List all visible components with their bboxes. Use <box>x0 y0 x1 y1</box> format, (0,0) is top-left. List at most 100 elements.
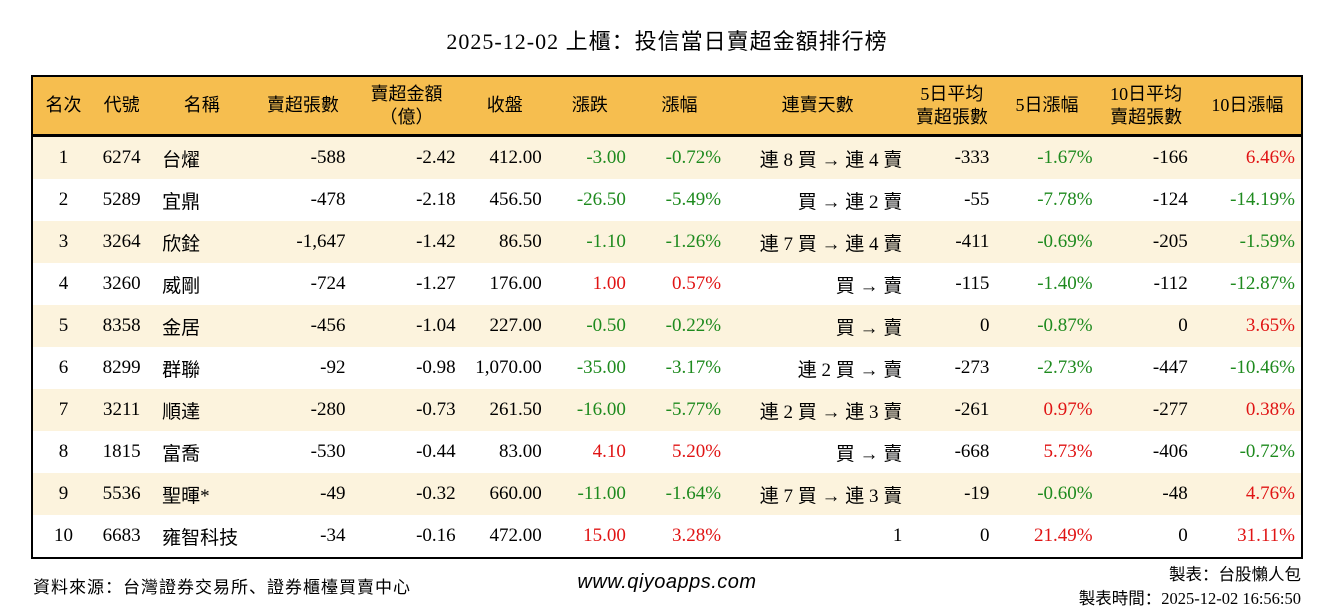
cell-change: -16.00 <box>576 399 626 420</box>
cell-rank: 3 <box>58 231 69 252</box>
footer: 資料來源：台灣證券交易所、證券櫃檯買賣中心 www.qiyoapps.com 製… <box>31 563 1303 615</box>
cell-name: 威剛 <box>162 275 201 297</box>
cell-change_pct: 5.20% <box>671 441 722 462</box>
cell-streak: 1 <box>892 525 903 546</box>
table-row: 6 8299 群聯 -92 -0.98 1,070.00 -35.00 -3.17% 連 2 買… <box>32 347 1302 389</box>
cell-streak: 買 → 賣 <box>835 275 903 297</box>
cell-change_pct: -1.64% <box>665 483 722 504</box>
cell-code: 6274 <box>102 147 141 168</box>
cell-close: 261.50 <box>489 399 542 420</box>
cell-change_pct: -0.72% <box>665 147 722 168</box>
cell-avg5_volume: -273 <box>954 357 990 378</box>
cell-name: 欣銓 <box>162 233 201 255</box>
cell-name: 雍智科技 <box>162 527 239 549</box>
cell-change: 1.00 <box>592 273 626 294</box>
cell-avg5_volume: -19 <box>964 483 990 504</box>
cell-change_pct: -3.17% <box>665 357 722 378</box>
cell-code: 3264 <box>102 231 141 252</box>
cell-avg10_volume: -124 <box>1152 189 1188 210</box>
cell-pct5: 0.97% <box>1043 399 1093 420</box>
cell-close: 1,070.00 <box>475 357 542 378</box>
cell-sell_volume: -530 <box>310 441 346 462</box>
cell-change_pct: -5.49% <box>665 189 722 210</box>
cell-sell_amount: -1.04 <box>416 315 456 336</box>
report-maker: 製表：台股懶人包 <box>1169 565 1301 584</box>
table-body: 1 6274 台燿 -588 -2.42 412.00 -3.00 -0.72% 連 8 買 →… <box>32 135 1302 558</box>
cell-close: 660.00 <box>489 483 542 504</box>
cell-pct10: -1.59% <box>1239 231 1295 252</box>
cell-sell_amount: -0.73 <box>416 399 456 420</box>
table-row: 8 1815 富喬 -530 -0.44 83.00 4.10 5.20% 買 → 賣 -668 5… <box>32 431 1302 473</box>
cell-close: 472.00 <box>489 525 542 546</box>
cell-sell_amount: -0.32 <box>416 483 456 504</box>
cell-change: 15.00 <box>583 525 626 546</box>
cell-sell_volume: -1,647 <box>296 231 346 252</box>
cell-pct5: 5.73% <box>1043 441 1093 462</box>
cell-avg10_volume: -277 <box>1152 399 1188 420</box>
cell-avg5_volume: 0 <box>979 525 990 546</box>
table-row: 1 6274 台燿 -588 -2.42 412.00 -3.00 -0.72% 連 8 買 →… <box>32 135 1302 179</box>
cell-sell_volume: -280 <box>310 399 346 420</box>
cell-change: -26.50 <box>576 189 626 210</box>
cell-avg5_volume: -261 <box>954 399 990 420</box>
header-avg10_volume: 10日平均 賣超張數 <box>1098 76 1194 137</box>
website-watermark: www.qiyoapps.com <box>577 571 757 593</box>
cell-avg10_volume: -48 <box>1162 483 1188 504</box>
cell-streak: 連 2 買 → 連 3 賣 <box>759 401 903 423</box>
header-sell_amount: 賣超金額 （億） <box>351 76 462 137</box>
cell-code: 5536 <box>102 483 141 504</box>
cell-name: 金居 <box>162 317 201 339</box>
cell-avg10_volume: 0 <box>1178 315 1188 336</box>
cell-sell_amount: -0.44 <box>416 441 456 462</box>
ranking-table: 名次 代號 名稱 賣超張數 賣超金額 （億） 收盤 漲跌 漲幅 連賣天數 5日平均 賣超張數 5日漲… <box>31 75 1303 559</box>
cell-avg5_volume: -55 <box>964 189 990 210</box>
cell-close: 227.00 <box>489 315 542 336</box>
cell-pct10: -12.87% <box>1230 273 1295 294</box>
cell-sell_amount: -0.16 <box>416 525 456 546</box>
cell-name: 台燿 <box>162 149 201 171</box>
report-timestamp: 製表時間：2025-12-02 16:56:50 <box>1078 589 1301 608</box>
cell-change: -11.00 <box>577 483 626 504</box>
cell-avg5_volume: -115 <box>955 273 990 294</box>
cell-sell_volume: -456 <box>310 315 346 336</box>
cell-pct5: -7.78% <box>1037 189 1093 210</box>
header-avg5_volume: 5日平均 賣超張數 <box>908 76 996 137</box>
cell-sell_amount: -2.18 <box>416 189 456 210</box>
cell-rank: 7 <box>58 399 69 420</box>
cell-name: 聖暉* <box>162 485 210 507</box>
cell-close: 176.00 <box>489 273 542 294</box>
cell-code: 3260 <box>102 273 141 294</box>
cell-pct10: 4.76% <box>1245 483 1295 504</box>
cell-change: -0.50 <box>586 315 626 336</box>
cell-close: 83.00 <box>499 441 542 462</box>
cell-sell_volume: -34 <box>320 525 346 546</box>
cell-change_pct: -1.26% <box>665 231 722 252</box>
cell-streak: 買 → 賣 <box>835 443 903 465</box>
cell-streak: 連 7 買 → 連 4 賣 <box>759 233 903 255</box>
cell-avg10_volume: 0 <box>1178 525 1188 546</box>
cell-sell_amount: -2.42 <box>416 147 456 168</box>
cell-rank: 8 <box>58 441 69 462</box>
header-code: 代號 <box>94 76 150 137</box>
cell-rank: 5 <box>58 315 69 336</box>
cell-rank: 9 <box>58 483 69 504</box>
cell-name: 宜鼎 <box>162 191 201 213</box>
cell-avg5_volume: 0 <box>979 315 990 336</box>
cell-pct10: 0.38% <box>1245 399 1295 420</box>
cell-name: 群聯 <box>162 359 201 381</box>
cell-sell_volume: -49 <box>320 483 346 504</box>
header-sell_volume: 賣超張數 <box>254 76 352 137</box>
report-credit: 製表：台股懶人包 製表時間：2025-12-02 16:56:50 <box>1079 563 1301 611</box>
cell-avg5_volume: -411 <box>955 231 990 252</box>
table-row: 2 5289 宜鼎 -478 -2.18 456.50 -26.50 -5.49% 買 → 連 … <box>32 179 1302 221</box>
table-row: 5 8358 金居 -456 -1.04 227.00 -0.50 -0.22% 買 → 賣 0 -… <box>32 305 1302 347</box>
header-name: 名稱 <box>149 76 255 137</box>
cell-close: 456.50 <box>489 189 542 210</box>
cell-pct5: -1.67% <box>1037 147 1093 168</box>
header-streak: 連賣天數 <box>727 76 909 137</box>
header-rank: 名次 <box>32 76 95 137</box>
cell-pct10: 3.65% <box>1245 315 1295 336</box>
cell-avg10_volume: -166 <box>1152 147 1188 168</box>
cell-streak: 買 → 連 2 賣 <box>797 191 903 213</box>
cell-pct5: -0.87% <box>1037 315 1093 336</box>
